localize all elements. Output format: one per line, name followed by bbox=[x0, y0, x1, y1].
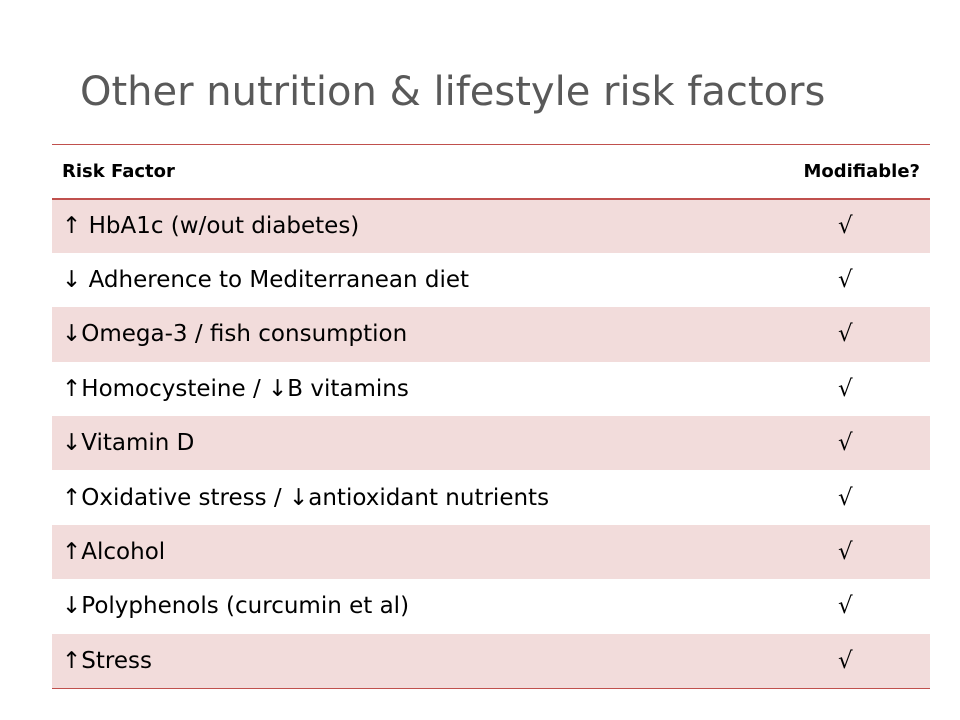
table-body: ↑ HbA1c (w/out diabetes) √ ↓ Adherence t… bbox=[52, 198, 930, 689]
table-header: Risk Factor Modifiable? bbox=[52, 144, 930, 199]
table-row: ↓ Adherence to Mediterranean diet √ bbox=[52, 252, 930, 308]
table-row: ↓Polyphenols (curcumin et al) √ bbox=[52, 579, 930, 634]
modifiable-check: √ bbox=[838, 321, 853, 348]
table-row: ↑Oxidative stress / ↓antioxidant nutrien… bbox=[52, 470, 930, 525]
slide-title: Other nutrition & lifestyle risk factors bbox=[80, 69, 826, 115]
risk-factor-table: Risk Factor Modifiable? ↑ HbA1c (w/out d… bbox=[52, 144, 930, 689]
table-row: ↑Alcohol √ bbox=[52, 524, 930, 580]
header-row: Risk Factor Modifiable? bbox=[52, 144, 930, 199]
risk-factor-cell: ↑Alcohol bbox=[62, 539, 166, 566]
modifiable-check: √ bbox=[838, 267, 853, 294]
header-modifiable: Modifiable? bbox=[803, 160, 920, 182]
risk-factor-cell: ↓Omega-3 / fish consumption bbox=[62, 321, 408, 348]
risk-factor-cell: ↓Vitamin D bbox=[62, 430, 195, 457]
modifiable-check: √ bbox=[838, 375, 853, 402]
risk-factor-cell: ↑Homocysteine / ↓B vitamins bbox=[62, 375, 409, 402]
risk-factor-cell: ↓Polyphenols (curcumin et al) bbox=[62, 593, 410, 620]
modifiable-check: √ bbox=[838, 647, 853, 674]
modifiable-check: √ bbox=[838, 430, 853, 457]
risk-factor-cell: ↑ HbA1c (w/out diabetes) bbox=[62, 213, 360, 240]
risk-factor-cell: ↓ Adherence to Mediterranean diet bbox=[62, 267, 470, 294]
risk-factor-cell: ↑Stress bbox=[62, 647, 152, 674]
risk-factor-cell: ↑Oxidative stress / ↓antioxidant nutrien… bbox=[62, 484, 550, 511]
modifiable-check: √ bbox=[838, 539, 853, 566]
modifiable-check: √ bbox=[838, 484, 853, 511]
table-row: ↑ HbA1c (w/out diabetes) √ bbox=[52, 198, 930, 253]
modifiable-check: √ bbox=[838, 593, 853, 620]
table-row: ↓Omega-3 / fish consumption √ bbox=[52, 307, 930, 362]
table-row: ↓Vitamin D √ bbox=[52, 416, 930, 471]
modifiable-check: √ bbox=[838, 213, 853, 240]
table-row: ↑Homocysteine / ↓B vitamins √ bbox=[52, 361, 930, 417]
header-risk-factor: Risk Factor bbox=[62, 160, 175, 182]
table-row: ↑Stress √ bbox=[52, 633, 930, 689]
